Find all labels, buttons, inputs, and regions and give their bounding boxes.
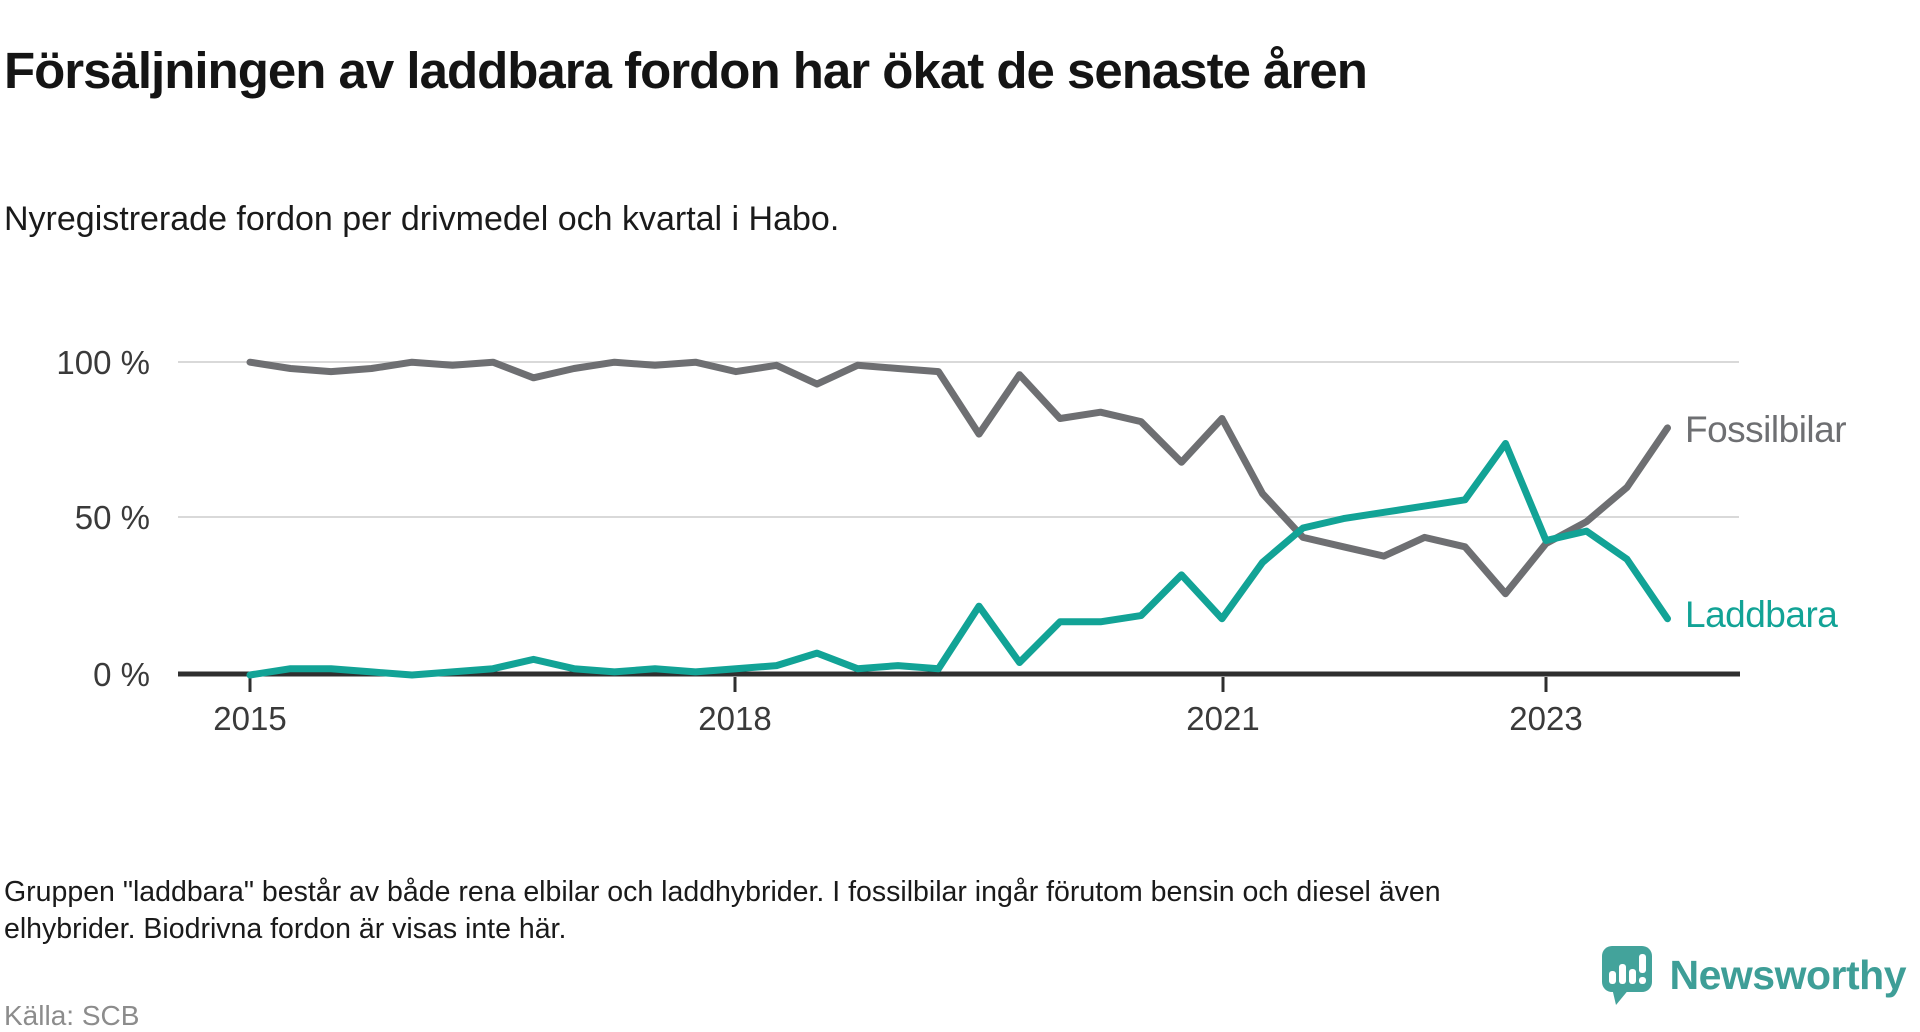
chart-footnote: Gruppen "laddbara" består av både rena e… [4,875,1441,945]
newsworthy-wordmark: Newsworthy [1669,952,1907,998]
x-axis-label-2023: 2023 [1509,700,1582,737]
newsworthy-brand: Newsworthy [1600,944,1907,1006]
page-title: Försäljningen av laddbara fordon har öka… [4,42,1368,100]
laddbara-line [246,440,1671,679]
y-axis-label-100: 100 % [56,344,150,381]
newsworthy-logo-icon [1601,946,1652,1005]
line-chart: 100 % 50 % 0 % 2015 2018 2021 2023 Fossi… [56,344,1846,737]
laddbara-series-label: Laddbara [1685,594,1838,635]
fossilbilar-series-label: Fossilbilar [1685,409,1846,450]
chart-subtitle: Nyregistrerade fordon per drivmedel och … [4,200,840,238]
x-axis-label-2018: 2018 [698,700,771,737]
y-axis-label-0: 0 % [93,656,150,693]
x-axis-label-2021: 2021 [1186,700,1259,737]
y-axis-label-50: 50 % [75,499,150,536]
newsworthy-chart-page: { "header": { "title": "Försäljningen av… [4,42,1907,1031]
source-attribution: Källa: SCB [4,1000,140,1031]
fossilbilar-line [246,358,1671,598]
x-axis-label-2015: 2015 [213,700,286,737]
